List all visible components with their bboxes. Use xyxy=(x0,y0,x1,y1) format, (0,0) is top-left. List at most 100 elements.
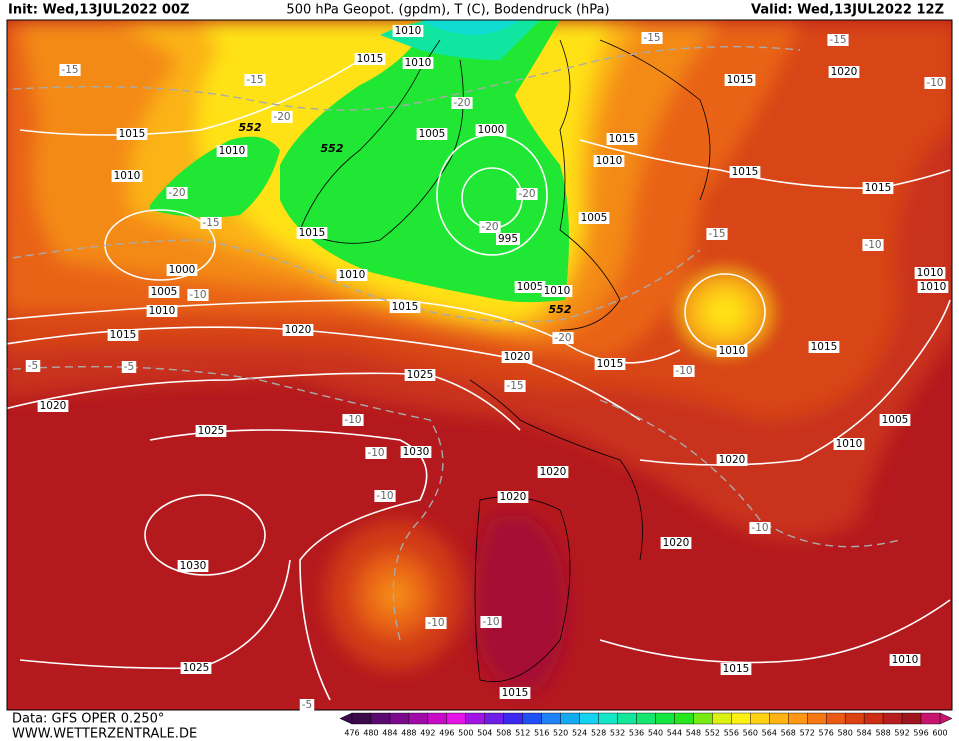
colorbar-swatch xyxy=(920,712,941,725)
isobar-label: 1015 xyxy=(502,687,529,699)
temperature-label-box xyxy=(706,228,728,240)
temperature-label-box xyxy=(187,289,209,301)
temperature-label: -15 xyxy=(643,32,660,44)
isobar-label: 1030 xyxy=(180,560,207,572)
isobar-label: 1015 xyxy=(865,182,892,194)
isobar-label: 1025 xyxy=(407,369,434,381)
isobars xyxy=(7,59,951,701)
isobar-label: 1030 xyxy=(403,446,430,458)
isobar-label: 1000 xyxy=(478,124,505,136)
colorbar-label: 536 xyxy=(629,729,644,738)
isobar-label: 1010 xyxy=(149,305,176,317)
isobar-label: 1005 xyxy=(419,128,446,140)
isobar-label: 1015 xyxy=(357,53,384,65)
colorbar-label: 524 xyxy=(572,729,587,738)
isobar-label: 1000 xyxy=(169,264,196,276)
isobar-label: 1025 xyxy=(183,662,210,674)
colorbar-swatch xyxy=(617,712,637,725)
colorbar-label: 480 xyxy=(363,729,378,738)
website: WWW.WETTERZENTRALE.DE xyxy=(12,727,197,741)
temperature-label-box xyxy=(552,332,574,344)
temperature-label-box xyxy=(673,365,695,377)
temperature-label-box xyxy=(862,239,884,251)
isobar-label: 1020 xyxy=(540,466,567,478)
colorbar-swatch xyxy=(598,712,618,725)
colorbar-label: 516 xyxy=(534,729,549,738)
colorbar-swatch xyxy=(863,712,884,725)
temperature-label: -10 xyxy=(189,289,206,301)
isobar-label-box xyxy=(729,166,761,178)
isobar-label: 1015 xyxy=(723,663,750,675)
isobar-label-box xyxy=(495,233,521,245)
isobar-label-box xyxy=(336,269,368,281)
isobar-label-box xyxy=(180,662,212,674)
colorbar-swatch xyxy=(882,712,903,725)
isobar-label: 995 xyxy=(498,233,518,245)
isobar-label: 1015 xyxy=(811,341,838,353)
colorbar-swatch xyxy=(465,712,485,725)
colorbar-swatch xyxy=(693,712,713,725)
isobar-label-box xyxy=(402,57,434,69)
isobar-label: 1025 xyxy=(198,425,225,437)
temperature-label: -10 xyxy=(482,616,499,628)
temperature-label: -20 xyxy=(481,221,498,233)
isobar-label-box xyxy=(107,329,139,341)
isobar-label: 1010 xyxy=(339,269,366,281)
isobar-label-box xyxy=(116,128,148,140)
height-label: 552 xyxy=(321,142,344,155)
colorbar-swatch xyxy=(750,712,770,725)
temperature-label: -5 xyxy=(28,360,38,372)
colorbar-swatch xyxy=(446,712,467,725)
temperature-label-box xyxy=(374,490,396,502)
isobar-label: 1005 xyxy=(581,212,608,224)
temperature-label-box xyxy=(271,111,293,123)
temperature-label: -15 xyxy=(61,64,78,76)
colorbar-swatch xyxy=(636,712,656,725)
colorbar-swatch xyxy=(560,712,580,725)
temperature-label: -10 xyxy=(376,490,393,502)
isobar-label-box xyxy=(537,466,569,478)
isobar-label-box xyxy=(404,369,436,381)
isobar-label-box xyxy=(146,305,178,317)
colorbar-label: 476 xyxy=(344,729,359,738)
colorbar-swatch xyxy=(541,712,561,725)
isobar-label-box xyxy=(195,425,227,437)
isobar-label-box xyxy=(593,155,625,167)
isobar-label: 1005 xyxy=(151,286,178,298)
temperature-label: -20 xyxy=(518,188,535,200)
isobar-label: 1010 xyxy=(920,281,947,293)
init-time: Init: Wed,13JUL2022 00Z xyxy=(8,3,189,18)
isobar-label: 1005 xyxy=(517,281,544,293)
temperature-label-box xyxy=(121,361,137,373)
temperature-label: -10 xyxy=(344,414,361,426)
isobar-label: 1015 xyxy=(119,128,146,140)
colorbar-swatch xyxy=(484,712,504,725)
colorbar-label: 548 xyxy=(686,729,701,738)
temperature-label-box xyxy=(244,74,266,86)
isobar-label-box xyxy=(514,281,546,293)
colorbar-label: 572 xyxy=(800,729,815,738)
isobar-label: 1010 xyxy=(596,155,623,167)
temperature-label-box xyxy=(59,64,81,76)
isobar-label-box xyxy=(497,491,529,503)
temperature-label: -20 xyxy=(554,332,571,344)
isobar-label-box xyxy=(354,53,386,65)
isobar-label: 1015 xyxy=(732,166,759,178)
temperature-label-box xyxy=(749,522,771,534)
colorbar-label: 512 xyxy=(515,729,530,738)
temperature-label-box xyxy=(299,699,315,711)
isobar-label-box xyxy=(499,687,531,699)
colorbar-swatch xyxy=(674,712,694,725)
colorbar-swatch xyxy=(351,712,372,725)
colorbar-arrow-low xyxy=(339,712,353,725)
colorbar-swatch xyxy=(655,712,675,725)
temperature-label-box xyxy=(365,447,387,459)
temperature-label: -15 xyxy=(506,380,523,392)
data-source: Data: GFS OPER 0.250° xyxy=(12,712,164,727)
colorbar-label: 552 xyxy=(705,729,720,738)
isobar-label-box xyxy=(392,25,424,37)
map-title: 500 hPa Geopot. (gpdm), T (C), Bodendruc… xyxy=(286,3,609,18)
temperature-label: -10 xyxy=(675,365,692,377)
temperature-label-box xyxy=(479,221,501,233)
isobar-label-box xyxy=(282,324,314,336)
